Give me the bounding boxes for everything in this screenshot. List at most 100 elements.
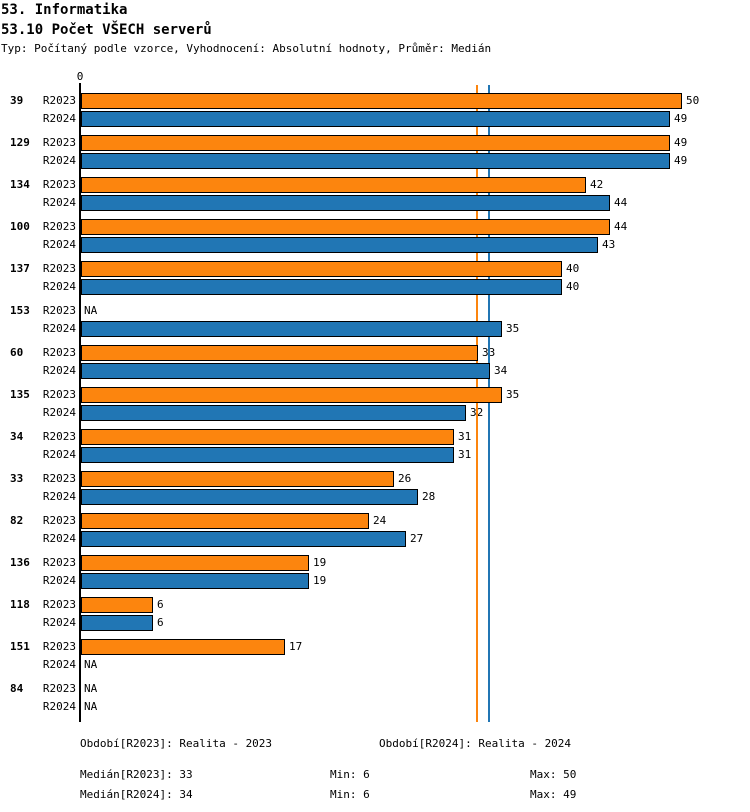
bar-r2024 <box>81 321 502 337</box>
bar-value-label: 26 <box>398 472 412 485</box>
chart-subtitle: Typ: Počítaný podle vzorce, Vyhodnocení:… <box>1 42 492 55</box>
row-id-label: 39 <box>10 94 24 107</box>
report-section-title: 53. Informatika <box>1 2 128 18</box>
series-label: R2024 <box>42 238 76 251</box>
bar-r2024 <box>81 237 598 253</box>
footer-min-r2023: Min: 6 <box>330 768 370 781</box>
bar-r2024 <box>81 489 418 505</box>
series-label: R2023 <box>42 220 76 233</box>
row-id-label: 136 <box>10 556 30 569</box>
bar-value-label: 19 <box>313 556 327 569</box>
na-label: NA <box>84 658 98 671</box>
series-label: R2023 <box>42 136 76 149</box>
y-axis-line <box>79 90 81 722</box>
bar-r2024 <box>81 279 562 295</box>
series-label: R2024 <box>42 406 76 419</box>
footer-min-r2024: Min: 6 <box>330 788 370 801</box>
bar-value-label: 49 <box>674 112 688 125</box>
bar-chart: 0 39 R2023 50 R2024 49 129 R2023 49 R2024 49 134 R2… <box>10 70 700 722</box>
footer-period-r2024: Období[R2024]: Realita - 2024 <box>379 737 572 750</box>
bar-value-label: 40 <box>566 280 580 293</box>
row-id-label: 137 <box>10 262 30 275</box>
bar-value-label: 43 <box>602 238 616 251</box>
bar-value-label: 44 <box>614 196 628 209</box>
bar-r2023 <box>81 597 153 613</box>
na-label: NA <box>84 700 98 713</box>
bar-r2023 <box>81 639 285 655</box>
series-label: R2024 <box>42 448 76 461</box>
bar-r2024 <box>81 615 153 631</box>
row-id-label: 135 <box>10 388 30 401</box>
na-label: NA <box>84 304 98 317</box>
bar-value-label: 19 <box>313 574 327 587</box>
series-label: R2023 <box>42 430 76 443</box>
bar-value-label: 49 <box>674 154 688 167</box>
row-id-label: 34 <box>10 430 24 443</box>
row-id-label: 60 <box>10 346 24 359</box>
series-label: R2024 <box>42 700 76 713</box>
bar-r2023 <box>81 261 562 277</box>
footer-max-r2023: Max: 50 <box>530 768 577 781</box>
footer-period-r2023: Období[R2023]: Realita - 2023 <box>80 737 273 750</box>
bar-r2023 <box>81 471 394 487</box>
bar-value-label: 34 <box>494 364 508 377</box>
series-label: R2024 <box>42 574 76 587</box>
bar-value-label: 42 <box>590 178 604 191</box>
series-label: R2024 <box>42 154 76 167</box>
series-label: R2024 <box>42 658 76 671</box>
row-id-label: 129 <box>10 136 30 149</box>
bar-value-label: 44 <box>614 220 628 233</box>
row-id-label: 118 <box>10 598 30 611</box>
bar-value-label: 31 <box>458 448 472 461</box>
bar-value-label: 6 <box>157 616 164 629</box>
bar-r2024 <box>81 363 490 379</box>
bar-r2023 <box>81 93 682 109</box>
bar-r2023 <box>81 345 478 361</box>
bar-r2023 <box>81 555 309 571</box>
bar-r2024 <box>81 195 610 211</box>
bar-value-label: 17 <box>289 640 303 653</box>
na-label: NA <box>84 682 98 695</box>
series-label: R2023 <box>42 514 76 527</box>
chart-title: 53.10 Počet VŠECH serverů <box>1 22 212 38</box>
bar-r2024 <box>81 111 670 127</box>
footer-median-r2024: Medián[R2024]: 34 <box>80 788 193 801</box>
series-label: R2023 <box>42 94 76 107</box>
bar-value-label: 40 <box>566 262 580 275</box>
series-label: R2024 <box>42 112 76 125</box>
series-label: R2024 <box>42 322 76 335</box>
series-label: R2023 <box>42 178 76 191</box>
bar-r2024 <box>81 447 454 463</box>
reference-line-median-r2024 <box>488 85 490 722</box>
series-label: R2023 <box>42 682 76 695</box>
reference-line-median-r2023 <box>476 85 478 722</box>
footer-median-r2023: Medián[R2023]: 33 <box>80 768 193 781</box>
row-id-label: 82 <box>10 514 24 527</box>
bar-r2024 <box>81 573 309 589</box>
row-id-label: 84 <box>10 682 24 695</box>
series-label: R2023 <box>42 304 76 317</box>
axis-zero-tick-label: 0 <box>76 70 84 83</box>
series-label: R2024 <box>42 196 76 209</box>
series-label: R2023 <box>42 598 76 611</box>
bar-value-label: 6 <box>157 598 164 611</box>
bar-value-label: 50 <box>686 94 700 107</box>
bar-value-label: 35 <box>506 322 520 335</box>
bar-value-label: 35 <box>506 388 520 401</box>
bar-value-label: 27 <box>410 532 424 545</box>
bar-r2024 <box>81 153 670 169</box>
bar-r2023 <box>81 135 670 151</box>
row-id-label: 134 <box>10 178 30 191</box>
series-label: R2024 <box>42 364 76 377</box>
footer-max-r2024: Max: 49 <box>530 788 577 801</box>
bar-r2023 <box>81 429 454 445</box>
row-id-label: 153 <box>10 304 30 317</box>
bar-r2023 <box>81 387 502 403</box>
series-label: R2023 <box>42 472 76 485</box>
series-label: R2024 <box>42 532 76 545</box>
bar-r2024 <box>81 405 466 421</box>
axis-tick-mark <box>79 83 81 91</box>
row-id-label: 151 <box>10 640 30 653</box>
series-label: R2024 <box>42 616 76 629</box>
bar-value-label: 24 <box>373 514 387 527</box>
